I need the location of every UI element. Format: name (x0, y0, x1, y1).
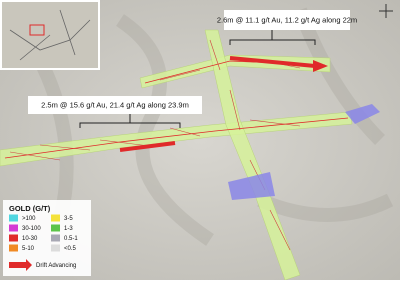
annotation: 2.6m @ 11.1 g/t Au, 11.2 g/t Ag along 22… (217, 15, 357, 24)
legend-swatch (51, 224, 60, 232)
inset-locator (29, 24, 45, 36)
cross-drift (204, 29, 301, 281)
advance-arrow (313, 60, 328, 72)
legend-swatch (9, 234, 18, 242)
ore-zone (228, 172, 275, 200)
legend-swatch (51, 214, 60, 222)
annotation-box (224, 10, 350, 30)
legend-swatch (51, 234, 60, 242)
compass (379, 4, 393, 18)
legend-swatch (9, 224, 18, 232)
legend-swatch (51, 244, 60, 252)
legend-arrow-label: Drift Advancing (36, 263, 76, 269)
high-grade-interval (119, 141, 176, 152)
main-drift (0, 111, 353, 167)
annotation-box (28, 96, 202, 114)
legend-label: 5-10 (22, 246, 35, 252)
legend-swatch (9, 244, 18, 252)
legend-label: 3-5 (64, 216, 73, 222)
legend-label: <0.5 (64, 246, 77, 252)
legend-label: 0.5-1 (64, 236, 78, 242)
assay-line (4, 117, 349, 159)
legend: GOLD (G/T) Drift Advancing >100 3-5 30-100… (3, 200, 91, 276)
legend-label: 10-30 (22, 236, 38, 242)
high-grade-interval (229, 56, 316, 68)
annotation: 2.5m @ 15.6 g/t Au, 21.4 g/t Ag along 23… (41, 100, 189, 109)
legend-label: 30-100 (22, 226, 41, 232)
terrain-ridges (33, 7, 394, 246)
inset-roads (9, 9, 91, 61)
legend-arrow (9, 259, 32, 271)
callout-bracket (229, 30, 316, 45)
legend-label: 1-3 (64, 226, 73, 232)
legend-label: >100 (22, 216, 36, 222)
legend-swatch (9, 214, 18, 222)
ore-zone (345, 104, 380, 124)
legend-title: GOLD (G/T) (9, 204, 51, 213)
